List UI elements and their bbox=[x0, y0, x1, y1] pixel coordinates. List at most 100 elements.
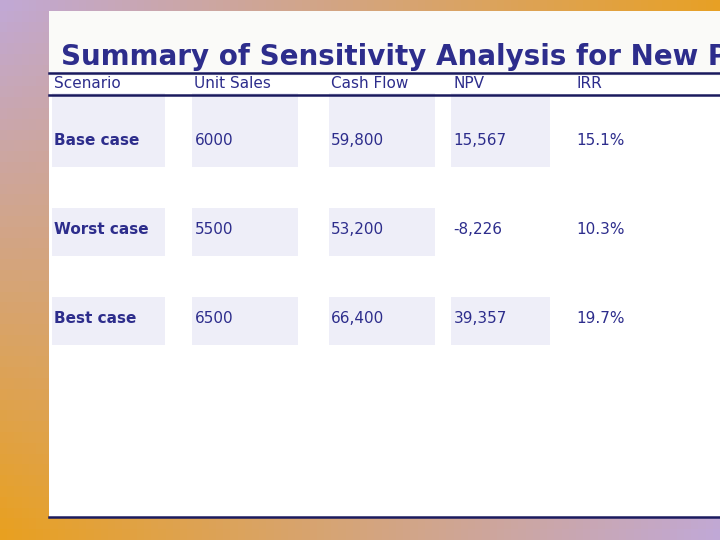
Bar bbox=[468, 367, 475, 378]
Bar bbox=[612, 216, 619, 227]
Bar bbox=[648, 259, 655, 270]
Bar bbox=[137, 0, 144, 11]
Bar bbox=[29, 400, 36, 410]
Bar bbox=[0, 518, 7, 529]
Bar bbox=[281, 205, 288, 216]
Bar bbox=[29, 335, 36, 346]
Bar bbox=[72, 11, 79, 22]
Bar bbox=[166, 0, 173, 11]
Bar bbox=[612, 184, 619, 194]
Bar bbox=[295, 335, 302, 346]
Bar bbox=[562, 227, 569, 238]
Bar bbox=[655, 227, 662, 238]
Bar bbox=[554, 529, 562, 540]
Bar bbox=[526, 238, 533, 248]
Bar bbox=[29, 151, 36, 162]
Bar bbox=[180, 108, 187, 119]
Bar bbox=[569, 76, 576, 86]
Bar bbox=[590, 151, 598, 162]
Bar bbox=[245, 119, 252, 130]
Bar bbox=[22, 119, 29, 130]
Bar bbox=[670, 302, 677, 313]
Bar bbox=[101, 389, 108, 400]
Bar bbox=[58, 346, 65, 356]
Bar bbox=[576, 281, 583, 292]
Bar bbox=[475, 464, 482, 475]
Bar bbox=[684, 130, 691, 140]
Bar bbox=[317, 238, 324, 248]
Bar bbox=[439, 335, 446, 346]
Bar bbox=[144, 508, 151, 518]
Bar bbox=[468, 140, 475, 151]
Bar bbox=[576, 173, 583, 184]
Bar bbox=[490, 151, 497, 162]
Bar bbox=[612, 270, 619, 281]
Bar bbox=[432, 76, 439, 86]
Bar bbox=[7, 205, 14, 216]
Bar bbox=[562, 486, 569, 497]
Bar bbox=[583, 32, 590, 43]
Bar bbox=[439, 205, 446, 216]
Bar bbox=[180, 76, 187, 86]
Bar bbox=[684, 86, 691, 97]
Bar bbox=[302, 454, 310, 464]
Bar bbox=[50, 162, 58, 173]
Bar bbox=[223, 529, 230, 540]
Bar bbox=[353, 400, 360, 410]
Bar bbox=[346, 464, 353, 475]
Bar bbox=[130, 227, 137, 238]
Bar bbox=[36, 119, 43, 130]
Bar bbox=[569, 313, 576, 324]
Bar bbox=[454, 238, 461, 248]
Bar bbox=[475, 162, 482, 173]
Bar bbox=[324, 140, 331, 151]
Bar bbox=[94, 173, 101, 184]
Bar bbox=[43, 205, 50, 216]
Bar bbox=[216, 443, 223, 454]
Bar bbox=[238, 454, 245, 464]
Bar bbox=[641, 389, 648, 400]
Bar bbox=[151, 248, 158, 259]
Bar bbox=[562, 475, 569, 486]
Bar bbox=[533, 356, 540, 367]
Bar bbox=[14, 65, 22, 76]
Bar bbox=[151, 97, 158, 108]
Bar bbox=[310, 76, 317, 86]
Bar bbox=[504, 313, 511, 324]
Bar bbox=[511, 508, 518, 518]
Bar bbox=[418, 216, 425, 227]
Bar bbox=[158, 529, 166, 540]
Bar bbox=[389, 86, 396, 97]
Bar bbox=[194, 324, 202, 335]
Bar bbox=[130, 486, 137, 497]
Bar bbox=[396, 65, 403, 76]
Bar bbox=[468, 335, 475, 346]
Bar bbox=[338, 194, 346, 205]
Bar bbox=[698, 54, 706, 65]
Bar bbox=[598, 216, 605, 227]
Bar bbox=[216, 367, 223, 378]
Bar bbox=[338, 389, 346, 400]
Bar bbox=[684, 248, 691, 259]
Bar bbox=[7, 151, 14, 162]
Bar bbox=[43, 248, 50, 259]
Bar bbox=[367, 32, 374, 43]
Bar bbox=[706, 324, 713, 335]
Bar bbox=[108, 32, 115, 43]
Bar bbox=[706, 475, 713, 486]
Bar bbox=[713, 302, 720, 313]
Bar bbox=[14, 32, 22, 43]
Bar bbox=[295, 54, 302, 65]
Bar bbox=[612, 475, 619, 486]
Text: Unit Sales: Unit Sales bbox=[194, 76, 271, 91]
Bar bbox=[547, 454, 554, 464]
Bar bbox=[482, 389, 490, 400]
Bar bbox=[490, 400, 497, 410]
Bar bbox=[108, 65, 115, 76]
Bar bbox=[338, 184, 346, 194]
Bar bbox=[50, 248, 58, 259]
Bar bbox=[605, 86, 612, 97]
Bar bbox=[612, 238, 619, 248]
Bar bbox=[43, 97, 50, 108]
Bar bbox=[130, 54, 137, 65]
